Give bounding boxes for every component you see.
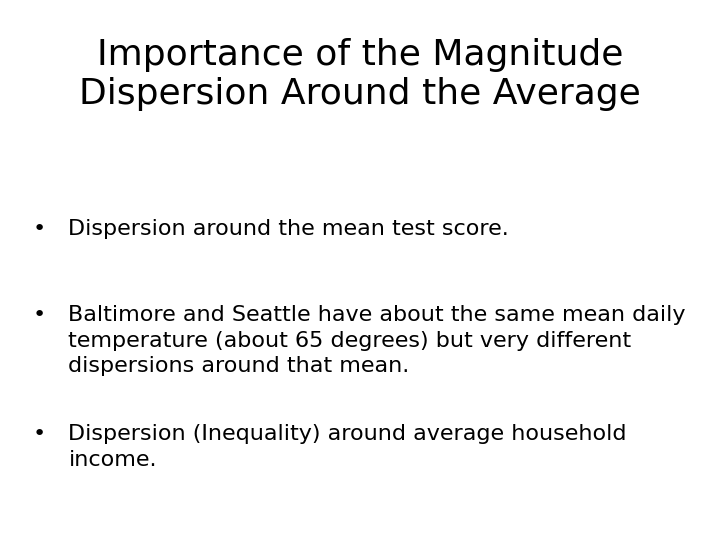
Text: •: • [33, 424, 46, 444]
Text: Dispersion around the mean test score.: Dispersion around the mean test score. [68, 219, 509, 239]
Text: •: • [33, 305, 46, 325]
Text: Importance of the Magnitude
Dispersion Around the Average: Importance of the Magnitude Dispersion A… [79, 38, 641, 111]
Text: Dispersion (Inequality) around average household
income.: Dispersion (Inequality) around average h… [68, 424, 627, 469]
Text: Baltimore and Seattle have about the same mean daily
temperature (about 65 degre: Baltimore and Seattle have about the sam… [68, 305, 686, 376]
Text: •: • [33, 219, 46, 239]
